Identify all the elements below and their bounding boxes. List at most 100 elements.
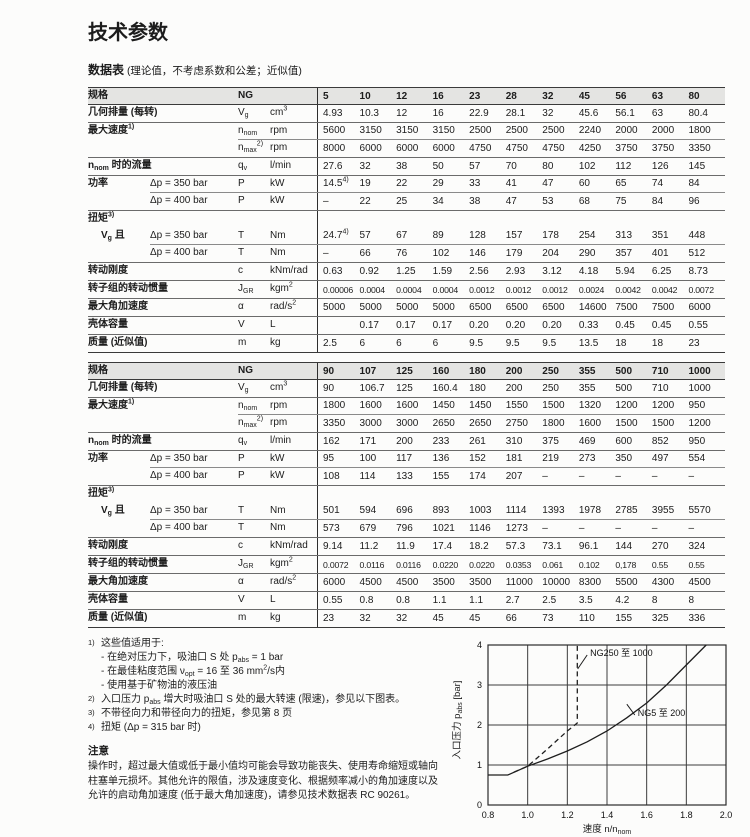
symbol-cell: T [238,522,245,533]
table-row: 质量 (近似值) m kg 23 32 32 45 45 66 73 110 155 325 336 [88,610,725,628]
value-cell: 171 [359,435,377,447]
value-cell: 325 [651,612,669,624]
unit-cell: rpm [270,417,288,428]
value-cell: 3350 [688,142,711,154]
value-cell: – [615,522,621,534]
value-cell: 25 [396,195,408,207]
row-label: 最大速度1) [88,398,135,411]
value-cell: 6000 [323,576,346,588]
value-cell: – [542,522,548,534]
row-sublabel-wrap: V L 0.55 0.8 0.8 1.1 1.1 2.7 2.5 3.5 4.2 8 8 [150,592,725,609]
symbol-cell: T [238,247,245,258]
value-cell: 9.5 [469,337,484,349]
size-header-cell: 12 [396,90,408,102]
value-cell: 152 [469,453,486,464]
row-label [88,193,150,210]
row-right-part: nmax2) rpm 8000 6000 6000 6000 4750 4750 4750 425… [238,140,725,157]
value-cell: 9.14 [323,540,343,552]
symbol-cell: P [238,453,245,464]
value-cell: 261 [469,435,486,447]
row-right-part: Vg cm3 4.93 10.3 12 16 22.9 28.1 32 45.6 56.1 63 80.… [238,105,725,122]
table-row: nmax2) rpm 8000 6000 6000 6000 4750 4750 4750 425… [88,140,725,158]
note-body: 操作时，超过最大值或低于最小值均可能会导致功能丧失、使用寿命缩短或轴向柱塞单元损… [88,761,438,802]
size-header-cell: 90 [323,365,335,377]
value-cell: 250 [542,382,559,394]
value-cell: 3.12 [542,265,562,277]
value-cell: 110 [578,612,595,624]
unit-cell: kNm/rad [270,540,308,551]
value-cell: 950 [688,400,706,411]
value-cell: 32 [542,107,554,119]
value-cell: 710 [651,382,669,394]
spec-header-label: 规格 [88,365,108,376]
table-row: 最大速度1) nnom rpm 5600 3150 3150 3150 2500 2500 250… [88,123,725,140]
value-cell: 80.4 [688,107,708,119]
footnote-line: 扭矩 (Δp = 315 bar 时) [101,722,201,733]
value-cell: 9.5 [542,337,557,349]
symbol-cell: P [238,195,245,206]
size-header-cell: 125 [396,365,413,377]
value-cell: 2500 [542,125,565,136]
row-sublabel [150,610,238,627]
value-cell: 1146 [469,522,491,534]
value-cell: 1393 [542,505,565,516]
value-cell: 6500 [542,301,565,313]
value-cell: 0.45 [651,319,672,331]
row-right-part: T Nm – 66 76 102 146 179 204 290 357 401 512 [238,245,725,262]
value-cell: 18 [651,337,664,349]
row-sublabel [150,592,238,609]
value-cell: 3150 [432,125,455,136]
row-sublabel [150,211,238,228]
row-right-part: α rad/s2 6000 4500 4500 3500 3500 11000 10000 830… [238,574,725,591]
value-cell: 1.59 [432,265,453,277]
subtitle-rest: (理论值，不考虑系数和公差；近似值) [126,65,302,77]
value-cell: 6000 [688,301,711,313]
value-cell: 324 [688,540,706,552]
value-cell: 1500 [542,400,565,411]
size-header-cell: 23 [469,90,481,102]
row-sublabel-wrap [150,486,725,503]
value-cell: 512 [688,247,706,259]
value-cell: 950 [688,435,706,447]
value-cell: 114 [359,470,376,482]
row-sublabel: Δp = 350 bar [150,453,208,464]
value-cells: 27.6 32 38 50 57 70 80 102 112 126 145 [317,158,725,175]
note-block: 注意 操作时，超过最大值或低于最小值均可能会导致功能丧失、使用寿命缩短或轴向柱塞… [88,744,440,804]
unit-cell: kgm2 [270,556,293,569]
value-cell: 45 [469,612,481,624]
unit-cell: kW [270,470,285,481]
y-tick-label: 4 [477,640,482,650]
annotation-leader [577,654,588,670]
value-cell: 45.6 [578,107,599,119]
row-sublabel-wrap: qv l/min 162 171 200 233 261 310 375 469 600 852 950 [150,433,725,450]
value-cell: 47 [505,195,517,207]
ng-header-cell: NG [238,365,253,376]
value-cell: 145 [688,160,706,172]
value-cell: 0.0220 [432,559,459,570]
value-cell: 0.0220 [469,559,495,570]
table-row: nnom 时的流量 qv l/min 27.6 32 38 50 57 70 80 102 112 12… [88,158,725,176]
value-cell: 22 [359,195,371,207]
value-cells: 6000 4500 4500 3500 3500 11000 10000 8300 5500 43… [317,574,725,591]
value-cell: 1600 [396,400,419,411]
size-header-cell: 107 [359,365,377,377]
value-cell: 4.2 [615,594,630,606]
table-section-row: 扭矩3) [88,486,725,503]
value-cell: 0.8 [396,594,410,606]
value-cell: 375 [542,435,559,447]
row-label: 最大角加速度 [88,576,148,587]
value-cell: 32 [359,160,371,172]
value-cell: 1450 [432,400,455,411]
row-sublabel: Δp = 400 bar [150,522,208,533]
value-cell: 3500 [469,576,492,588]
value-cells: 2.5 6 6 6 9.5 9.5 9.5 13.5 18 18 23 [317,335,725,352]
value-cell: 3150 [396,125,419,136]
value-cell: 4.18 [578,265,599,277]
row-label: 壳体容量 [88,319,128,330]
value-cell: 6000 [432,142,455,154]
value-cell: 0.17 [359,319,379,331]
value-cell: 3750 [651,142,675,154]
